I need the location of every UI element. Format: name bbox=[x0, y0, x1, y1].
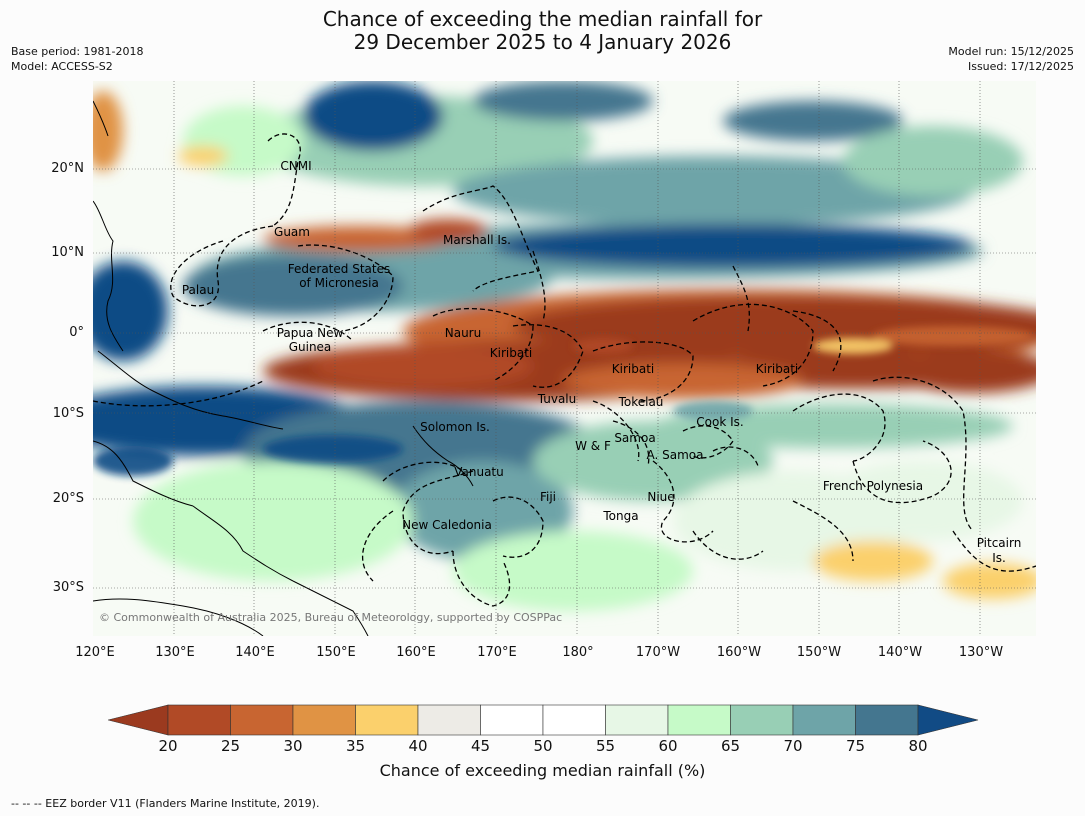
colorbar-tick: 65 bbox=[720, 737, 741, 755]
colorbar-segment bbox=[230, 704, 294, 736]
lon-tick: 120°E bbox=[75, 645, 115, 660]
label-cook-is: Cook Is. bbox=[696, 415, 743, 429]
colorbar-segment bbox=[542, 704, 606, 736]
label-wallis-futuna: W & F bbox=[575, 439, 611, 453]
colorbar-segment bbox=[855, 704, 919, 736]
region-labels: CNMI Guam Marshall Is. Federated States … bbox=[182, 159, 1021, 565]
lon-tick: 130°E bbox=[155, 645, 195, 660]
label-png-line2: Guinea bbox=[289, 340, 332, 354]
model-name: Model: ACCESS-S2 bbox=[11, 60, 113, 73]
colorbar-tick: 70 bbox=[783, 737, 803, 755]
metadata-left: Base period: 1981-2018 Model: ACCESS-S2 bbox=[11, 44, 143, 74]
label-fsm-line2: of Micronesia bbox=[299, 276, 379, 290]
lon-tick: 150°W bbox=[796, 645, 842, 660]
base-period: Base period: 1981-2018 bbox=[11, 45, 144, 58]
colorbar-tick: 50 bbox=[533, 737, 553, 755]
label-kiribati-central: Kiribati bbox=[612, 362, 654, 376]
lon-tick: 160°W bbox=[716, 645, 762, 660]
label-vanuatu: Vanuatu bbox=[454, 465, 504, 479]
colorbar-segment bbox=[480, 704, 544, 736]
label-pitcairn-line2: Is. bbox=[992, 551, 1006, 565]
label-marshall-is: Marshall Is. bbox=[443, 233, 511, 247]
colorbar-segment bbox=[355, 704, 419, 736]
colorbar-extend-low bbox=[108, 704, 169, 736]
label-fiji: Fiji bbox=[540, 490, 556, 504]
eez-borders bbox=[93, 133, 1036, 607]
colorbar-title: Chance of exceeding median rainfall (%) bbox=[379, 761, 706, 780]
colorbar-tick: 75 bbox=[845, 737, 866, 755]
lon-tick: 170°E bbox=[477, 645, 517, 660]
lat-tick: 10°S bbox=[52, 406, 84, 421]
label-samoa: Samoa bbox=[614, 431, 655, 445]
colorbar-segment bbox=[605, 704, 669, 736]
label-french-polynesia: French Polynesia bbox=[823, 479, 923, 493]
colorbar-tick: 60 bbox=[658, 737, 678, 755]
title-line-2: 29 December 2025 to 4 January 2026 bbox=[353, 30, 732, 54]
coastlines bbox=[93, 100, 474, 636]
label-new-caledonia: New Caledonia bbox=[402, 518, 492, 532]
title-line-1: Chance of exceeding the median rainfall … bbox=[322, 7, 763, 31]
lon-tick: 140°W bbox=[877, 645, 923, 660]
lon-tick: 180° bbox=[562, 645, 594, 660]
colorbar-segment bbox=[730, 704, 794, 736]
colorbar-segment bbox=[167, 704, 231, 736]
label-palau: Palau bbox=[182, 283, 214, 297]
colorbar-tick: 25 bbox=[220, 737, 241, 755]
colorbar-tick: 55 bbox=[595, 737, 616, 755]
rainfall-map: CNMI Guam Marshall Is. Federated States … bbox=[93, 81, 1036, 636]
label-niue: Niue bbox=[647, 490, 674, 504]
model-run: Model run: 15/12/2025 bbox=[948, 45, 1074, 58]
lon-tick: 170°W bbox=[635, 645, 681, 660]
lat-tick: 30°S bbox=[52, 580, 84, 595]
colorbar-tick: 30 bbox=[283, 737, 303, 755]
colorbar-tick: 45 bbox=[470, 737, 491, 755]
label-cnmi: CNMI bbox=[280, 159, 311, 173]
map-title: Chance of exceeding the median rainfall … bbox=[0, 8, 1085, 54]
colorbar-extend-high bbox=[917, 704, 979, 736]
label-tokelau: Tokelau bbox=[618, 395, 664, 409]
colorbar-tick: 35 bbox=[345, 737, 366, 755]
label-pitcairn-line1: Pitcairn bbox=[977, 536, 1022, 550]
label-fsm-line1: Federated States bbox=[288, 262, 390, 276]
probability-field bbox=[93, 81, 1036, 636]
colorbar-tick: 20 bbox=[158, 737, 178, 755]
colorbar bbox=[108, 704, 979, 736]
lat-tick: 10°N bbox=[51, 245, 84, 260]
copyright-notice: © Commonwealth of Australia 2025, Bureau… bbox=[99, 611, 562, 624]
label-tuvalu: Tuvalu bbox=[537, 392, 577, 406]
lon-tick: 150°E bbox=[316, 645, 356, 660]
graticule bbox=[93, 81, 1036, 636]
lat-tick: 20°N bbox=[51, 161, 84, 176]
colorbar-segment bbox=[667, 704, 731, 736]
lon-tick: 140°E bbox=[235, 645, 275, 660]
label-nauru: Nauru bbox=[445, 326, 481, 340]
label-png-line1: Papua New bbox=[277, 326, 344, 340]
metadata-right: Model run: 15/12/2025 Issued: 17/12/2025 bbox=[948, 44, 1074, 74]
lon-tick: 130°W bbox=[958, 645, 1004, 660]
label-kiribati-east: Kiribati bbox=[756, 362, 798, 376]
colorbar-segment bbox=[292, 704, 356, 736]
label-guam: Guam bbox=[274, 225, 310, 239]
label-tonga: Tonga bbox=[602, 509, 638, 523]
colorbar-tick: 40 bbox=[408, 737, 428, 755]
label-american-samoa: A. Samoa bbox=[647, 448, 704, 462]
colorbar-segment bbox=[417, 704, 481, 736]
colorbar-segment bbox=[792, 704, 856, 736]
lat-tick: 0° bbox=[69, 325, 84, 340]
label-kiribati-west: Kiribati bbox=[490, 346, 532, 360]
lon-tick: 160°E bbox=[396, 645, 436, 660]
issued-date: Issued: 17/12/2025 bbox=[967, 60, 1074, 73]
lat-tick: 20°S bbox=[52, 491, 84, 506]
colorbar-tick: 80 bbox=[908, 737, 928, 755]
label-solomon-is: Solomon Is. bbox=[420, 420, 490, 434]
eez-footnote: -- -- -- EEZ border V11 (Flanders Marine… bbox=[11, 797, 320, 810]
